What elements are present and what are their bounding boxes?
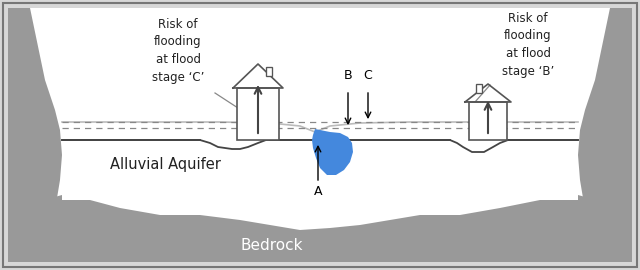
Text: Risk of
flooding
at flood
stage ‘B’: Risk of flooding at flood stage ‘B’ — [502, 12, 554, 77]
Bar — [266, 67, 271, 76]
Polygon shape — [578, 8, 632, 262]
Text: B: B — [344, 69, 352, 82]
Text: Bedrock: Bedrock — [240, 238, 303, 252]
Text: A: A — [314, 185, 323, 198]
Text: Risk of
flooding
at flood
stage ‘C’: Risk of flooding at flood stage ‘C’ — [152, 18, 204, 83]
Bar — [469, 102, 507, 140]
Polygon shape — [8, 195, 632, 262]
Bar — [62, 140, 578, 200]
Text: Alluvial Aquifer: Alluvial Aquifer — [110, 157, 221, 173]
Text: C: C — [364, 69, 372, 82]
Polygon shape — [8, 8, 62, 262]
Bar — [237, 88, 279, 140]
Polygon shape — [312, 129, 353, 175]
Bar — [476, 84, 481, 93]
